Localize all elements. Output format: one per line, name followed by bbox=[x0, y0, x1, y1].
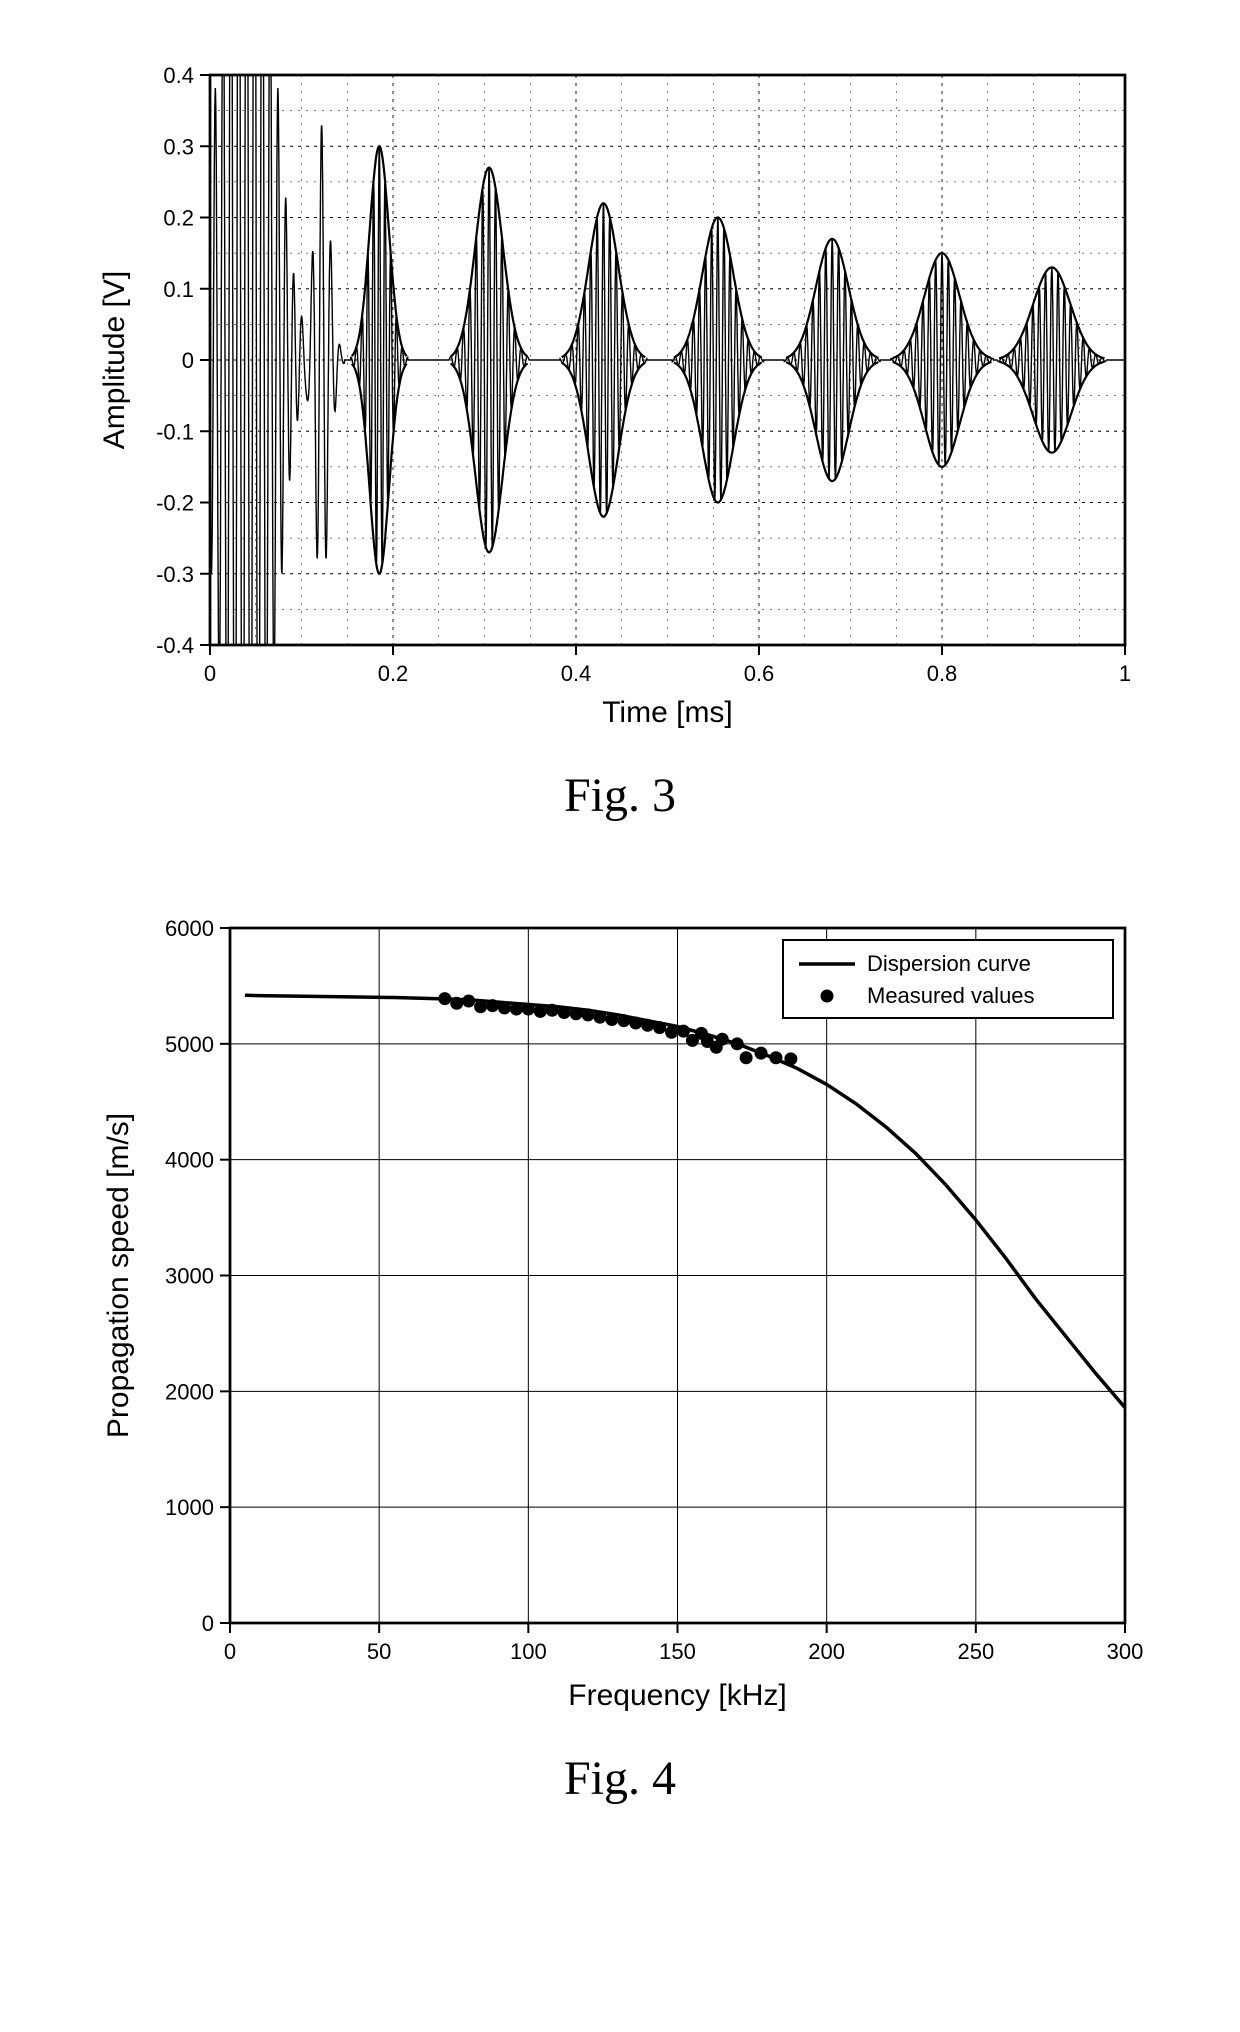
svg-text:-0.2: -0.2 bbox=[156, 491, 194, 516]
page: 0 0.2 0.4 0.6 0.8 1 -0.4 -0.3 -0.2 -0.1 0 0.1 0.2 0.3… bbox=[0, 0, 1240, 1846]
svg-text:0.6: 0.6 bbox=[744, 661, 775, 686]
svg-text:Amplitude [V]: Amplitude [V] bbox=[98, 271, 131, 449]
svg-text:100: 100 bbox=[510, 1639, 547, 1664]
svg-text:-0.4: -0.4 bbox=[156, 633, 194, 658]
fig4-caption: Fig. 4 bbox=[564, 1751, 676, 1806]
svg-text:0.8: 0.8 bbox=[927, 661, 958, 686]
svg-text:0.1: 0.1 bbox=[163, 277, 194, 302]
svg-text:50: 50 bbox=[367, 1639, 391, 1664]
fig4-block: 0501001502002503000100020003000400050006… bbox=[90, 903, 1150, 1806]
svg-text:Frequency [kHz]: Frequency [kHz] bbox=[568, 1679, 786, 1712]
svg-text:Propagation speed [m/s]: Propagation speed [m/s] bbox=[102, 1113, 135, 1438]
svg-text:1000: 1000 bbox=[165, 1495, 214, 1520]
svg-text:Measured values: Measured values bbox=[867, 983, 1035, 1008]
svg-text:0.2: 0.2 bbox=[163, 206, 194, 231]
svg-text:250: 250 bbox=[957, 1639, 994, 1664]
svg-text:0.2: 0.2 bbox=[378, 661, 409, 686]
svg-text:3000: 3000 bbox=[165, 1264, 214, 1289]
fig4-chart: 0501001502002503000100020003000400050006… bbox=[90, 903, 1150, 1733]
svg-text:Time [ms]: Time [ms] bbox=[602, 696, 733, 729]
svg-text:200: 200 bbox=[808, 1639, 845, 1664]
svg-text:0.4: 0.4 bbox=[163, 63, 194, 88]
svg-text:1: 1 bbox=[1119, 661, 1131, 686]
svg-text:0.4: 0.4 bbox=[561, 661, 592, 686]
svg-text:6000: 6000 bbox=[165, 916, 214, 941]
svg-text:Dispersion curve: Dispersion curve bbox=[867, 951, 1031, 976]
svg-text:4000: 4000 bbox=[165, 1148, 214, 1173]
svg-text:-0.3: -0.3 bbox=[156, 562, 194, 587]
svg-text:300: 300 bbox=[1107, 1639, 1144, 1664]
fig3-block: 0 0.2 0.4 0.6 0.8 1 -0.4 -0.3 -0.2 -0.1 0 0.1 0.2 0.3… bbox=[90, 50, 1150, 823]
svg-text:-0.1: -0.1 bbox=[156, 419, 194, 444]
svg-text:2000: 2000 bbox=[165, 1379, 214, 1404]
svg-text:0: 0 bbox=[224, 1639, 236, 1664]
svg-text:150: 150 bbox=[659, 1639, 696, 1664]
svg-text:0: 0 bbox=[204, 661, 216, 686]
svg-text:5000: 5000 bbox=[165, 1032, 214, 1057]
fig3-chart: 0 0.2 0.4 0.6 0.8 1 -0.4 -0.3 -0.2 -0.1 0 0.1 0.2 0.3… bbox=[90, 50, 1150, 750]
svg-text:0.3: 0.3 bbox=[163, 134, 194, 159]
fig3-caption: Fig. 3 bbox=[564, 768, 676, 823]
svg-text:0: 0 bbox=[182, 348, 194, 373]
svg-text:0: 0 bbox=[202, 1611, 214, 1636]
